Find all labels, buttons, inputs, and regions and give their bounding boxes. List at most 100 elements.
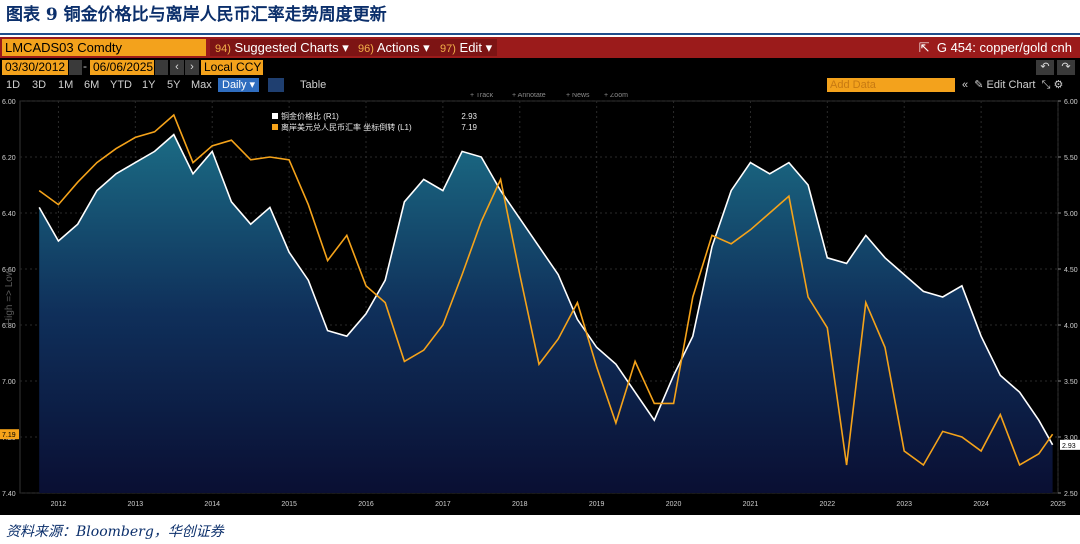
bloomberg-terminal: LMCADS03 Comdty 94) Suggested Charts ▾ 9… bbox=[0, 37, 1080, 515]
legend-swatch bbox=[272, 124, 278, 130]
dropdown-caret-icon: ▾ bbox=[485, 40, 493, 55]
right-last-value: 2.93 bbox=[1062, 443, 1076, 450]
usdcnh-line bbox=[38, 113, 1054, 467]
frequency-label: Daily bbox=[222, 79, 247, 91]
chart-axes: 6.006.206.406.606.807.007.207.402.503.00… bbox=[0, 99, 1080, 508]
menu-label: Actions bbox=[376, 40, 420, 55]
x-tick-label: 2023 bbox=[896, 501, 912, 508]
right-tick-label: 5.50 bbox=[1064, 155, 1078, 162]
source-note: 资料来源：Bloomberg，华创证券 bbox=[6, 524, 224, 540]
x-tick-label: 2014 bbox=[204, 501, 220, 508]
command-bar: LMCADS03 Comdty 94) Suggested Charts ▾ 9… bbox=[0, 37, 1080, 58]
edit-chart-button[interactable]: « ✎ Edit Chart ⤡ ⚙ bbox=[962, 79, 1064, 91]
edit-chart-label: Edit Chart bbox=[986, 79, 1036, 91]
resize-icon[interactable]: ⤡ bbox=[1041, 79, 1051, 91]
x-tick-label: 2013 bbox=[128, 501, 144, 508]
next-arrow-icon[interactable]: › bbox=[185, 60, 199, 75]
chart-legend: 铜金价格比 (R1) 2.93 离岸美元兑人民币汇率 坐标倒转 (L1) 7.19 bbox=[272, 111, 478, 132]
x-tick-label: 2020 bbox=[666, 501, 682, 508]
period-bar: 1D 3D 1M 6M YTD 1Y 5Y Max Daily ▾ Table … bbox=[0, 77, 1080, 93]
frequency-select[interactable]: Daily ▾ bbox=[218, 78, 260, 92]
date-bar: 03/30/2012 - 06/06/2025 ‹ › Local CCY ↶ … bbox=[0, 59, 1080, 76]
calendar-icon[interactable] bbox=[155, 60, 168, 75]
x-tick-label: 2024 bbox=[973, 501, 989, 508]
left-tick-label: 7.00 bbox=[2, 379, 16, 386]
copper-gold-ratio-line bbox=[38, 133, 1054, 446]
chart-tool: + Annotate bbox=[512, 93, 546, 99]
right-last-value-tag bbox=[1060, 439, 1080, 450]
currency-label: Local CCY bbox=[204, 60, 262, 74]
right-tick-label: 4.50 bbox=[1064, 267, 1078, 274]
dropdown-caret-icon: ▾ bbox=[423, 40, 430, 55]
export-icon[interactable]: ⇱ bbox=[918, 40, 930, 55]
line-chart-icon[interactable] bbox=[268, 78, 284, 92]
period-3d[interactable]: 3D bbox=[32, 79, 47, 91]
menu-number: 97) bbox=[440, 43, 456, 55]
left-axis-label: High => Low bbox=[4, 268, 15, 325]
left-last-value-tag bbox=[0, 429, 19, 440]
chart-name-label: G 454: copper/gold cnh bbox=[936, 40, 1072, 55]
calendar-icon[interactable] bbox=[69, 60, 82, 75]
legend-last-value: 7.19 bbox=[461, 123, 477, 132]
left-tick-label: 6.60 bbox=[2, 267, 16, 274]
period-ytd[interactable]: YTD bbox=[110, 79, 132, 91]
right-tick-label: 3.00 bbox=[1064, 435, 1078, 442]
figure-title: 图表 9 铜金价格比与离岸人民币汇率走势周度更新 bbox=[6, 5, 387, 25]
legend-series-name: 铜金价格比 (R1) bbox=[281, 111, 339, 121]
period-6m[interactable]: 6M bbox=[84, 79, 100, 91]
left-tick-label: 6.40 bbox=[2, 211, 16, 218]
chart-tool: + Zoom bbox=[604, 93, 628, 99]
legend-series-name: 离岸美元兑人民币汇率 坐标倒转 (L1) bbox=[281, 122, 412, 132]
x-tick-label: 2019 bbox=[589, 501, 605, 508]
right-tick-label: 2.50 bbox=[1064, 491, 1078, 498]
x-tick-label: 2015 bbox=[281, 501, 297, 508]
chart-tool: + Track bbox=[470, 93, 494, 99]
x-tick-label: 2017 bbox=[435, 501, 451, 508]
x-tick-label: 2018 bbox=[512, 501, 528, 508]
x-tick-label: 2025 bbox=[1050, 501, 1066, 508]
x-tick-label: 2012 bbox=[51, 501, 67, 508]
date-separator: - bbox=[83, 59, 87, 73]
redo-icon[interactable]: ↷ bbox=[1057, 60, 1075, 75]
start-date-field[interactable]: 03/30/2012 bbox=[2, 60, 68, 75]
menu-number: 96) bbox=[358, 43, 374, 55]
right-tick-label: 6.00 bbox=[1064, 99, 1078, 106]
menu-number: 94) bbox=[215, 43, 231, 55]
menu-label: Edit bbox=[459, 40, 482, 55]
gear-icon[interactable]: ⚙ bbox=[1053, 79, 1064, 91]
menu-label: Suggested Charts bbox=[234, 40, 339, 55]
left-tick-label: 7.40 bbox=[2, 491, 16, 498]
suggested-charts-menu[interactable]: 94) Suggested Charts ▾ bbox=[210, 39, 354, 56]
price-chart: + Track + Annotate + News + Zoom 6.00 6.20 6.… bbox=[0, 93, 1080, 508]
end-date-field[interactable]: 06/06/2025 bbox=[90, 60, 154, 75]
dropdown-caret-icon: ▾ bbox=[342, 40, 349, 55]
left-tick-label: 6.80 bbox=[2, 323, 16, 330]
table-button[interactable]: Table bbox=[300, 79, 327, 91]
ticker-field[interactable]: LMCADS03 Comdty bbox=[2, 39, 206, 56]
area-layer bbox=[39, 134, 1053, 493]
right-tick-label: 3.50 bbox=[1064, 379, 1078, 386]
period-1d[interactable]: 1D bbox=[6, 79, 21, 91]
currency-select[interactable]: Local CCY bbox=[201, 60, 263, 75]
x-tick-label: 2021 bbox=[743, 501, 759, 508]
actions-menu[interactable]: 96) Actions ▾ bbox=[353, 39, 435, 56]
add-data-field[interactable]: Add Data bbox=[827, 78, 955, 92]
period-1m[interactable]: 1M bbox=[58, 79, 74, 91]
legend-last-value: 2.93 bbox=[461, 112, 477, 121]
chart-name: ⇱ G 454: copper/gold cnh bbox=[919, 39, 1072, 56]
period-max[interactable]: Max bbox=[191, 79, 212, 91]
right-tick-label: 4.00 bbox=[1064, 323, 1078, 330]
chart-tool: + News bbox=[566, 93, 590, 99]
copper-gold-area bbox=[39, 134, 1053, 493]
chart-toolbar: + Track + Annotate + News + Zoom bbox=[470, 93, 628, 99]
left-last-value: 7.19 bbox=[2, 432, 16, 439]
edit-menu[interactable]: 97) Edit ▾ bbox=[435, 39, 498, 56]
undo-icon[interactable]: ↶ bbox=[1036, 60, 1054, 75]
prev-arrow-icon[interactable]: ‹ bbox=[170, 60, 184, 75]
period-5y[interactable]: 5Y bbox=[167, 79, 181, 91]
title-divider bbox=[0, 33, 1080, 35]
legend-swatch bbox=[272, 113, 278, 119]
x-tick-label: 2022 bbox=[820, 501, 836, 508]
pencil-icon: ✎ bbox=[974, 79, 984, 91]
period-1y[interactable]: 1Y bbox=[142, 79, 156, 91]
